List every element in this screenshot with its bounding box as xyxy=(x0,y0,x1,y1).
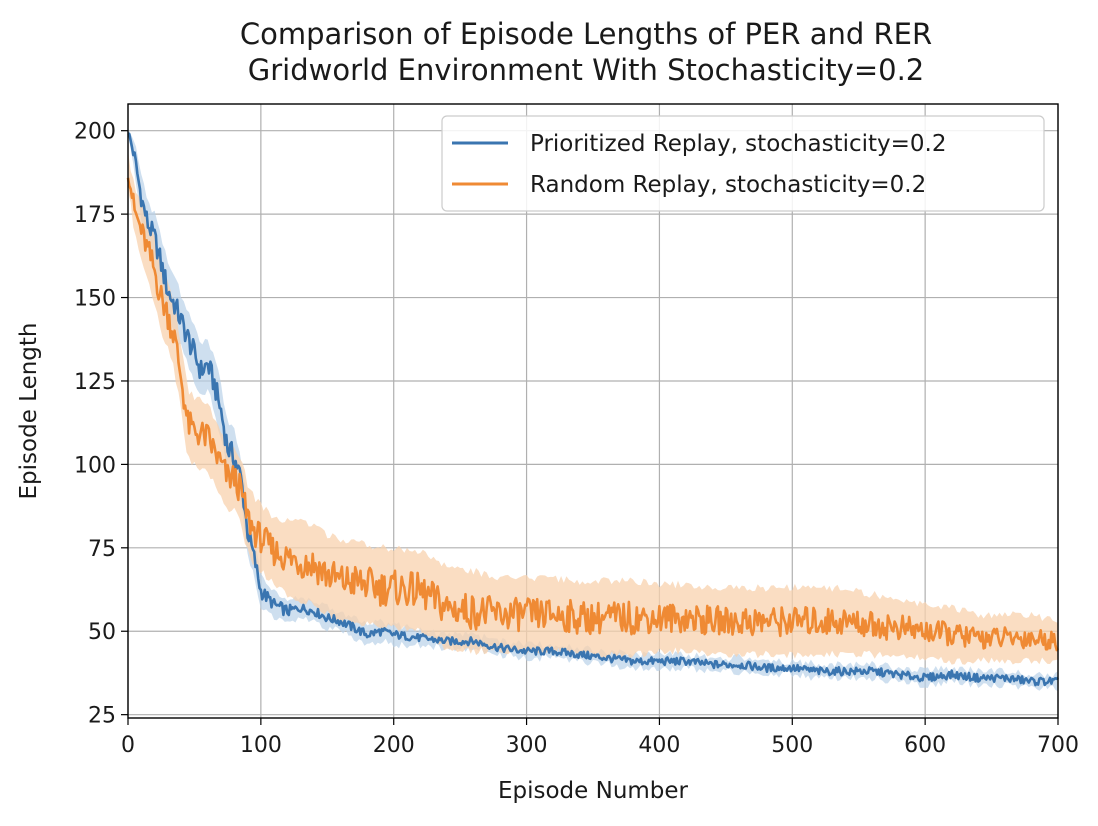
series-line-2 xyxy=(126,177,1060,652)
x-tick-label: 100 xyxy=(240,733,282,758)
x-tick-label: 500 xyxy=(771,733,813,758)
y-tick-label: 150 xyxy=(74,287,116,312)
series-band-2 xyxy=(128,150,1058,665)
y-tick-label: 50 xyxy=(88,620,116,645)
y-tick-label: 75 xyxy=(88,537,116,562)
series-line-1 xyxy=(127,132,1059,687)
y-tick-label: 125 xyxy=(74,370,116,395)
x-tick-label: 600 xyxy=(904,733,946,758)
chart-title-line: Gridworld Environment With Stochasticity… xyxy=(248,53,925,87)
chart-title-line: Comparison of Episode Lengths of PER and… xyxy=(240,17,932,51)
legend-label: Random Replay, stochasticity=0.2 xyxy=(530,172,926,198)
y-tick-label: 25 xyxy=(88,704,116,729)
legend-box xyxy=(441,115,1045,212)
y-tick-label: 175 xyxy=(74,203,116,228)
x-tick-label: 0 xyxy=(121,733,135,758)
legend-label: Prioritized Replay, stochasticity=0.2 xyxy=(530,131,946,157)
y-tick-label: 200 xyxy=(74,120,116,145)
x-tick-label: 400 xyxy=(638,733,680,758)
x-axis-label: Episode Number xyxy=(498,778,689,804)
x-tick-label: 200 xyxy=(373,733,415,758)
x-tick-label: 700 xyxy=(1037,733,1079,758)
x-tick-label: 300 xyxy=(506,733,548,758)
y-axis-label: Episode Length xyxy=(16,323,42,500)
plot-frame xyxy=(127,103,1059,719)
y-tick-label: 100 xyxy=(74,453,116,478)
